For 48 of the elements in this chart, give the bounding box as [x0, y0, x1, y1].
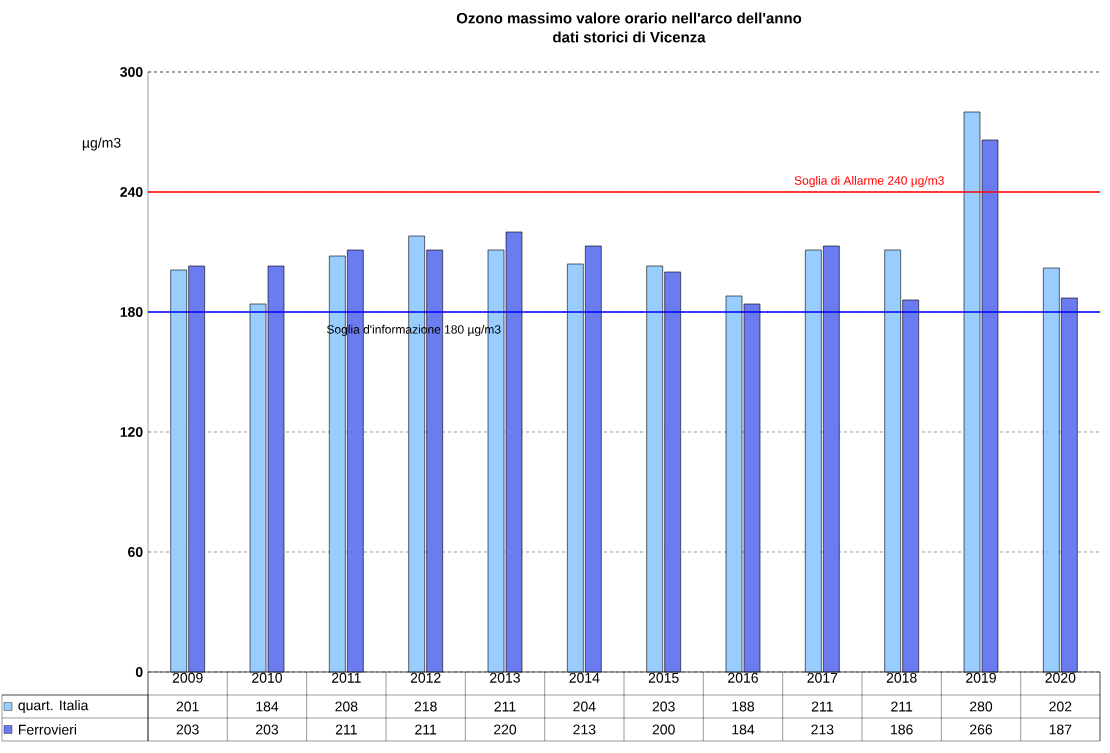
- data-label: 280: [970, 701, 993, 712]
- chart-title: Ozono massimo valore orario nell'arco dell'anno: [456, 12, 802, 24]
- data-label: 202: [1049, 701, 1072, 712]
- x-tick-label: 2010: [252, 672, 283, 683]
- x-tick-label: 2018: [886, 672, 917, 683]
- data-label: 218: [414, 701, 437, 712]
- data-label: 211: [335, 724, 357, 735]
- data-label: 211: [891, 701, 913, 712]
- x-tick-label: 2013: [490, 672, 520, 683]
- data-label: 184: [256, 701, 279, 712]
- data-label: 203: [256, 724, 279, 735]
- y-tick-label: 180: [120, 307, 143, 317]
- data-label: 188: [732, 701, 755, 712]
- data-label: 203: [176, 724, 199, 735]
- data-label: 213: [573, 724, 596, 735]
- y-tick-label: 120: [120, 427, 143, 437]
- data-label: 266: [970, 724, 993, 735]
- data-label: 208: [335, 701, 358, 712]
- data-label: 187: [1049, 724, 1072, 735]
- data-label: 203: [652, 701, 675, 712]
- x-tick-label: 2017: [807, 672, 838, 683]
- data-label: 211: [494, 701, 516, 712]
- y-tick-label: 300: [120, 67, 143, 77]
- y-axis-title: µg/m3: [82, 137, 121, 151]
- data-label: 186: [891, 724, 913, 735]
- x-tick-label: 2019: [966, 672, 996, 683]
- x-tick-label: 2014: [569, 672, 600, 683]
- data-label: 201: [176, 701, 199, 712]
- data-label: 211: [415, 724, 437, 735]
- data-label: 184: [732, 724, 755, 735]
- data-label: 213: [811, 724, 834, 735]
- x-tick-label: 2016: [728, 672, 758, 683]
- data-label: 200: [652, 724, 675, 735]
- chart-subtitle: dati storici di Vicenza: [553, 31, 706, 43]
- data-label: 211: [811, 701, 833, 712]
- y-tick-label: 0: [135, 667, 143, 677]
- x-tick-label: 2012: [410, 672, 441, 683]
- legend-label: Ferrovieri: [19, 724, 77, 735]
- x-tick-label: 2009: [172, 672, 203, 683]
- y-tick-label: 240: [120, 187, 143, 197]
- x-tick-label: 2020: [1045, 672, 1076, 683]
- data-label: 204: [573, 701, 596, 712]
- legend-label: quart. Italia: [18, 699, 89, 714]
- ref-line-label: Soglia di Allarme 240 µg/m3: [794, 175, 944, 188]
- data-label: 220: [494, 724, 517, 735]
- x-tick-label: 2011: [331, 672, 361, 683]
- x-tick-label: 2015: [648, 672, 679, 683]
- y-tick-label: 60: [128, 547, 143, 557]
